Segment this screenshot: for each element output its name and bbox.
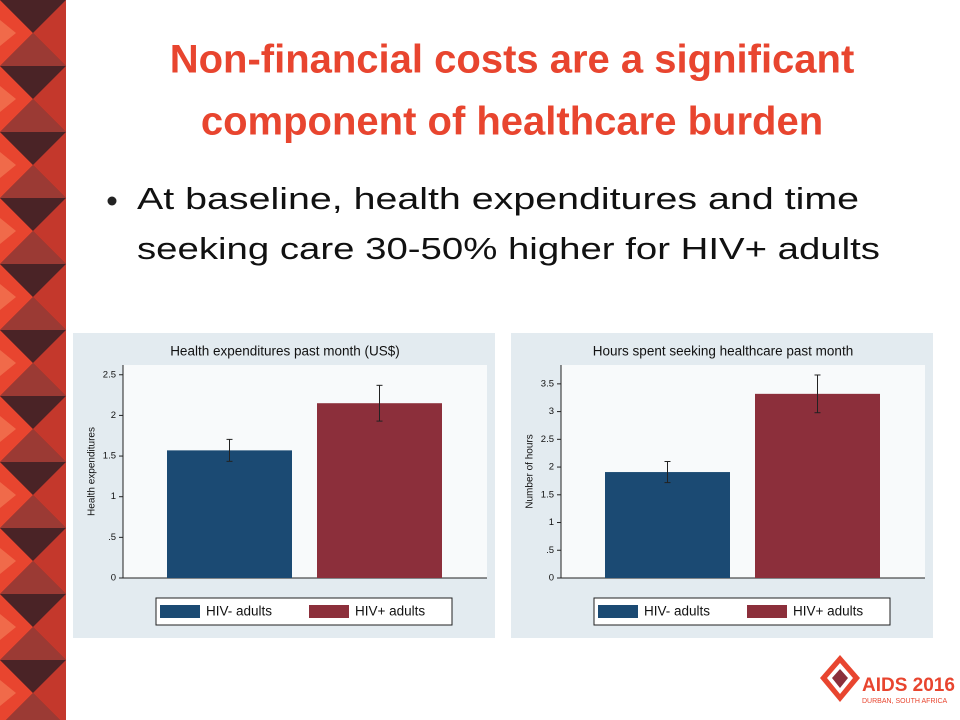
y-tick-label: 1.5 [541, 489, 554, 500]
legend-label: HIV- adults [206, 604, 272, 619]
legend-swatch [309, 605, 349, 618]
slide-title: component of healthcare burden [201, 100, 823, 144]
logo-place: DURBAN, SOUTH AFRICA [862, 698, 948, 705]
y-tick-label: 1.5 [103, 451, 116, 462]
y-tick-label: 2.5 [103, 369, 116, 380]
y-tick-label: 1 [111, 491, 116, 502]
y-tick-label: .5 [546, 545, 554, 556]
legend-swatch [598, 605, 638, 618]
y-axis-label: Number of hours [525, 434, 536, 508]
bar [317, 403, 442, 578]
bullet-text: At baseline, health expenditures and tim… [137, 181, 859, 216]
y-tick-label: 3.5 [541, 378, 554, 389]
legend-swatch [160, 605, 200, 618]
y-tick-label: 2.5 [541, 434, 554, 445]
error-bar [664, 461, 671, 484]
y-tick-label: 2 [549, 462, 554, 473]
legend-swatch [747, 605, 787, 618]
y-tick-label: .5 [108, 532, 116, 543]
logo-name: AIDS 2016 [862, 675, 955, 696]
legend-box [593, 597, 891, 626]
y-tick-label: 3 [549, 406, 554, 417]
chart-title: Health expenditures past month (US$) [170, 344, 400, 359]
bullet-text: seeking care 30-50% higher for HIV+ adul… [137, 231, 880, 266]
logo-emblem [820, 655, 860, 702]
bullet-dot [107, 196, 117, 206]
bar [167, 450, 292, 578]
legend-label: HIV+ adults [355, 604, 425, 619]
error-bar [226, 438, 233, 462]
chart-title: Hours spent seeking healthcare past mont… [593, 344, 853, 359]
bar [755, 393, 880, 578]
y-tick-label: 1 [549, 517, 554, 528]
y-tick-label: 0 [111, 573, 116, 584]
error-bar [814, 374, 821, 414]
decorative-strip [0, 0, 66, 720]
legend-box [155, 597, 453, 626]
y-tick-label: 2 [111, 410, 116, 421]
y-axis-label: Health expenditures [87, 427, 98, 516]
bar [605, 472, 730, 578]
legend-label: HIV+ adults [793, 604, 863, 619]
error-bar [376, 384, 383, 422]
y-tick-label: 0 [549, 573, 554, 584]
legend-label: HIV- adults [644, 604, 710, 619]
slide-title: Non-financial costs are a significant [170, 38, 855, 82]
